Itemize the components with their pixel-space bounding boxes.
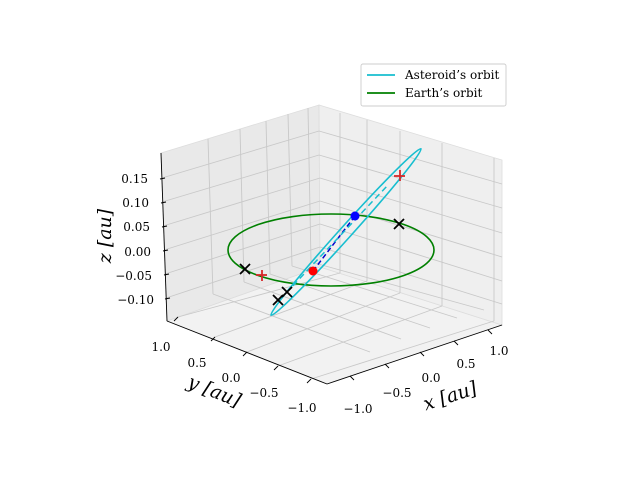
legend-label-earth: Earth’s orbit — [405, 86, 482, 100]
x-tick-mark — [487, 329, 493, 335]
grid-left-h6 — [161, 130, 320, 179]
x-marker — [281, 286, 293, 298]
y-tick-mark — [210, 336, 216, 342]
grid-left-h1 — [165, 246, 321, 299]
x-marker-b — [281, 286, 293, 298]
x-tick-mark — [453, 340, 459, 346]
z-tick-mark — [164, 297, 171, 300]
x-tick-label: 1.0 — [489, 344, 508, 358]
y-tick-label: −1.0 — [287, 401, 316, 415]
x-tick-mark — [419, 351, 425, 357]
z-tick-label: 0.10 — [122, 196, 149, 210]
grid-right-h5 — [318, 154, 503, 209]
x-tick-label: −1.0 — [343, 402, 372, 416]
earth-orbit-line — [227, 213, 435, 287]
grid-floor-x3 — [269, 273, 431, 329]
z-tick-mark — [162, 249, 169, 252]
grid-right-h4 — [319, 177, 503, 234]
earth-position-dot — [308, 266, 318, 276]
x-tick-label: 0.0 — [421, 371, 440, 385]
y-tick-mark — [242, 351, 248, 357]
legend-label-asteroid: Asteroid’s orbit — [404, 68, 499, 82]
x-tick-mark — [349, 375, 355, 381]
grid-left-v4 — [287, 113, 293, 267]
legend-box — [360, 63, 507, 107]
z-tick-label: 0.00 — [124, 245, 151, 259]
grid-floor-y5 — [310, 320, 495, 380]
x-tick-mark — [384, 363, 390, 369]
x-marker — [239, 263, 251, 275]
y-tick-label: 0.0 — [221, 371, 240, 385]
grid-left-v5 — [307, 107, 312, 263]
z-tick-mark — [160, 201, 167, 204]
tick-labels: 0.15 0.10 0.05 0.00 −0.05 −0.10 1.0 0.5 … — [115, 172, 508, 416]
asteroid-position-dot — [350, 211, 360, 221]
grid-lines — [161, 107, 503, 380]
x-marker — [272, 294, 284, 306]
plus-marker — [256, 270, 267, 281]
grid-left-h5 — [161, 154, 320, 203]
grid-floor-x5 — [310, 261, 485, 311]
z-tick-mark — [161, 225, 168, 228]
grid-right-h1 — [319, 246, 503, 305]
grid-left-h3 — [163, 200, 321, 251]
grid-right-h3 — [319, 200, 503, 258]
y-tick-label: 0.5 — [187, 356, 206, 370]
grid-left-h2 — [164, 223, 321, 275]
z-tick-label: 0.05 — [123, 220, 150, 234]
asteroid-orbit-dashed-segment — [285, 184, 389, 294]
grid-floor-x4 — [291, 265, 458, 319]
grid-floor-y2 — [214, 280, 368, 338]
x-axis-line — [326, 324, 503, 385]
z-tick-label: −0.10 — [117, 293, 154, 307]
y-tick-label: −0.5 — [249, 386, 278, 400]
x-marker — [393, 218, 405, 230]
grid-floor-x2 — [243, 281, 402, 340]
tick-marks — [159, 177, 493, 384]
y-tick-label: 1.0 — [151, 340, 170, 354]
grid-floor-y1 — [177, 272, 341, 318]
grid-floor-y4 — [277, 305, 443, 367]
z-axis-line — [160, 152, 168, 322]
x-tick-label: −0.5 — [382, 386, 411, 400]
x-tick-label: 0.5 — [456, 357, 475, 371]
asteroid-orbit-line — [270, 147, 422, 317]
z-tick-mark — [163, 273, 170, 276]
grid-left-h4 — [162, 177, 321, 227]
grid-left-v1 — [207, 138, 214, 295]
x-marker-b — [272, 294, 284, 306]
z-tick-label: −0.05 — [115, 269, 152, 283]
z-tick-mark — [159, 177, 166, 180]
y-tick-mark — [273, 365, 279, 371]
x-marker-b — [239, 263, 251, 275]
grid-right-h6 — [318, 130, 503, 185]
grid-floor-y3 — [246, 292, 401, 353]
x-marker-b — [393, 218, 405, 230]
plus-marker — [394, 170, 405, 181]
z-axis-label: z [au] — [94, 208, 116, 264]
pane-faces — [160, 104, 504, 385]
y-tick-mark — [306, 378, 312, 384]
legend: Asteroid’s orbit Earth’s orbit — [360, 63, 507, 107]
y-tick-mark — [173, 316, 179, 322]
z-tick-label: 0.15 — [121, 172, 148, 186]
earth-asteroid-connector — [312, 215, 356, 272]
grid-right-h2 — [319, 223, 503, 282]
